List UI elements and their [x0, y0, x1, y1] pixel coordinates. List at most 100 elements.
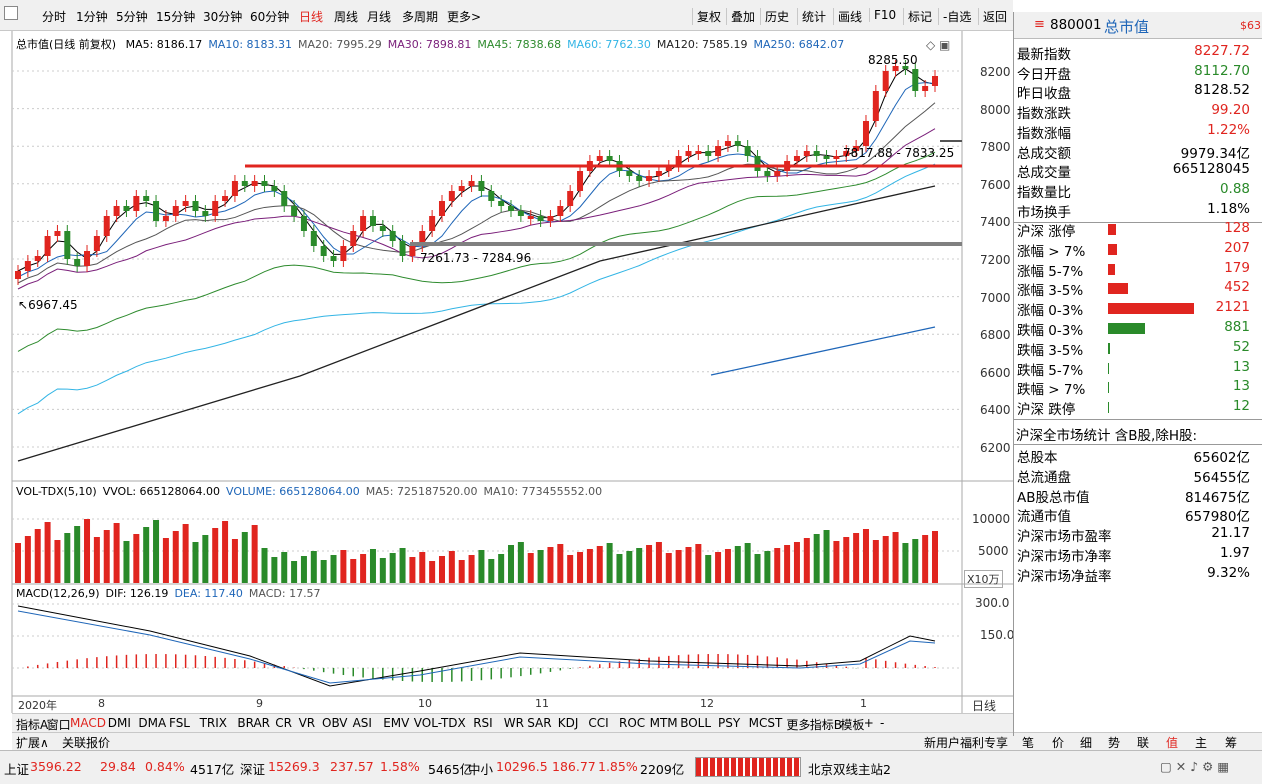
indicator-tab[interactable]: DMI	[107, 716, 131, 730]
indicator-tab[interactable]: VR	[298, 716, 316, 730]
related-quote-tab[interactable]: 关联报价	[62, 736, 111, 750]
expand-tab[interactable]: 扩展∧	[16, 736, 49, 750]
period-tab[interactable]: 1分钟	[76, 10, 108, 24]
indicator-tab[interactable]: FSL	[169, 716, 190, 730]
indicator-tab[interactable]: KDJ	[557, 716, 579, 730]
indicator-tab[interactable]: CCI	[588, 716, 609, 730]
period-tab[interactable]: 60分钟	[250, 10, 290, 24]
volume-bar	[202, 535, 209, 583]
indicator-tab[interactable]: VOL-TDX	[413, 716, 466, 730]
volume-bar	[182, 524, 189, 583]
action-button[interactable]: 叠加	[726, 8, 755, 25]
volume-bar	[24, 536, 31, 583]
indicator-tab[interactable]: TRIX	[199, 716, 228, 730]
promo-link[interactable]: 新用户福利专享	[924, 736, 1009, 750]
action-button[interactable]: 复权	[692, 8, 721, 25]
kline-chart[interactable]	[0, 31, 1013, 713]
indicator-tab[interactable]: 模板	[840, 718, 865, 732]
legend-item: MA45: 7838.68	[477, 38, 562, 51]
period-label: 日线	[972, 699, 997, 713]
indicator-tab[interactable]: -	[880, 716, 885, 730]
indicator-tab[interactable]: 指标A	[16, 718, 49, 732]
period-tab[interactable]: 月线	[367, 10, 392, 24]
market-bars-icon[interactable]	[695, 757, 801, 777]
action-button[interactable]: F10	[869, 8, 896, 22]
server-name[interactable]: 北京双线主站2	[808, 762, 891, 777]
volume-bar	[912, 539, 919, 583]
side-tab[interactable]: 筹	[1225, 736, 1238, 750]
side-tab[interactable]: 价	[1052, 736, 1065, 750]
candle-body	[744, 146, 751, 156]
quote-row: 指数涨幅 1.22%	[1015, 121, 1252, 142]
diamond-icon[interactable]: ◇ ▣	[926, 38, 951, 52]
volume-bar	[862, 529, 869, 583]
indicator-tab[interactable]: ASI	[352, 716, 372, 730]
indicator-tab[interactable]: DMA	[138, 716, 167, 730]
volume-bar	[734, 546, 741, 583]
macd-axis-label: 300.0	[975, 596, 1010, 610]
side-tab[interactable]: 细	[1080, 736, 1093, 750]
candle-body	[261, 181, 268, 186]
volume-bar	[586, 549, 593, 583]
candle-body	[389, 231, 396, 241]
indicator-tab[interactable]: 指标B	[809, 718, 843, 732]
indicator-tab[interactable]: OBV	[322, 716, 348, 730]
action-button[interactable]: 历史	[760, 8, 789, 25]
side-tab[interactable]: 笔	[1022, 736, 1035, 750]
list-icon[interactable]: ≡	[1034, 17, 1045, 32]
indicator-tab[interactable]: RSI	[473, 716, 493, 730]
quote-label: 指数涨跌	[1017, 106, 1071, 123]
candle-body	[54, 231, 61, 236]
indicator-tab[interactable]: ROC	[619, 716, 646, 730]
quote-value: 12	[1232, 398, 1250, 415]
index-tag: $63	[1240, 19, 1261, 32]
quote-label: 沪深市场市盈率	[1017, 529, 1112, 546]
action-button[interactable]: 统计	[797, 8, 826, 25]
quote-row: 市场换手 1.18%	[1015, 201, 1252, 221]
side-tab-active[interactable]: 值	[1166, 736, 1179, 750]
indicator-tab[interactable]: EMV	[383, 716, 410, 730]
quote-row: 最新指数 8227.72	[1015, 43, 1252, 63]
candle-body	[34, 256, 41, 261]
side-tab[interactable]: 势	[1108, 736, 1121, 750]
status-bar: 上证 3596.22 29.84 0.84% 4517亿 深证 15269.3 …	[0, 750, 1262, 784]
menu-icon[interactable]	[4, 6, 18, 20]
more-button[interactable]: 更多>	[447, 10, 482, 24]
period-tab[interactable]: 30分钟	[203, 10, 243, 24]
indicator-tab[interactable]: +	[863, 716, 874, 730]
back-button[interactable]: 返回	[978, 8, 1007, 25]
candle-body	[734, 141, 741, 146]
side-tab[interactable]: 联	[1137, 736, 1150, 750]
volume-bar	[517, 542, 524, 583]
candle-body	[330, 256, 337, 261]
indicator-tab[interactable]: WR	[503, 716, 524, 730]
indicator-tab[interactable]: CR	[275, 716, 292, 730]
indicator-tab[interactable]: 窗口	[46, 718, 71, 732]
tray-icons[interactable]: ▢ ✕ ♪ ⚙ ▦	[1160, 759, 1230, 774]
indicator-tab[interactable]: MCST	[748, 716, 783, 730]
quote-row: 总流通盘 56455亿	[1015, 466, 1252, 486]
indicator-tab[interactable]: PSY	[718, 716, 741, 730]
action-button[interactable]: 标记	[903, 8, 932, 25]
candle-body	[813, 151, 820, 156]
volume-bar	[754, 554, 761, 583]
action-button[interactable]: 画线	[833, 8, 862, 25]
indicator-tab[interactable]: BRAR	[237, 716, 271, 730]
indicator-tab[interactable]: MTM	[649, 716, 678, 730]
period-tab[interactable]: 多周期	[402, 10, 439, 24]
indicator-tab[interactable]: BOLL	[680, 716, 712, 730]
indicator-tab[interactable]: 更多	[786, 718, 811, 732]
indicator-tab[interactable]: SAR	[527, 716, 552, 730]
action-button[interactable]: -自选	[938, 8, 971, 25]
candle-body	[113, 206, 120, 216]
period-tab[interactable]: 周线	[334, 10, 359, 24]
period-tab[interactable]: 5分钟	[116, 10, 148, 24]
period-tab[interactable]: 15分钟	[156, 10, 196, 24]
period-tab-daily[interactable]: 日线	[299, 10, 324, 24]
volume-bar	[872, 540, 879, 583]
quote-value: 1.22%	[1207, 121, 1250, 138]
indicator-tab[interactable]: MACD	[70, 716, 106, 730]
volume-bar	[793, 542, 800, 583]
period-tab[interactable]: 分时	[42, 10, 67, 24]
side-tab[interactable]: 主	[1195, 736, 1208, 750]
